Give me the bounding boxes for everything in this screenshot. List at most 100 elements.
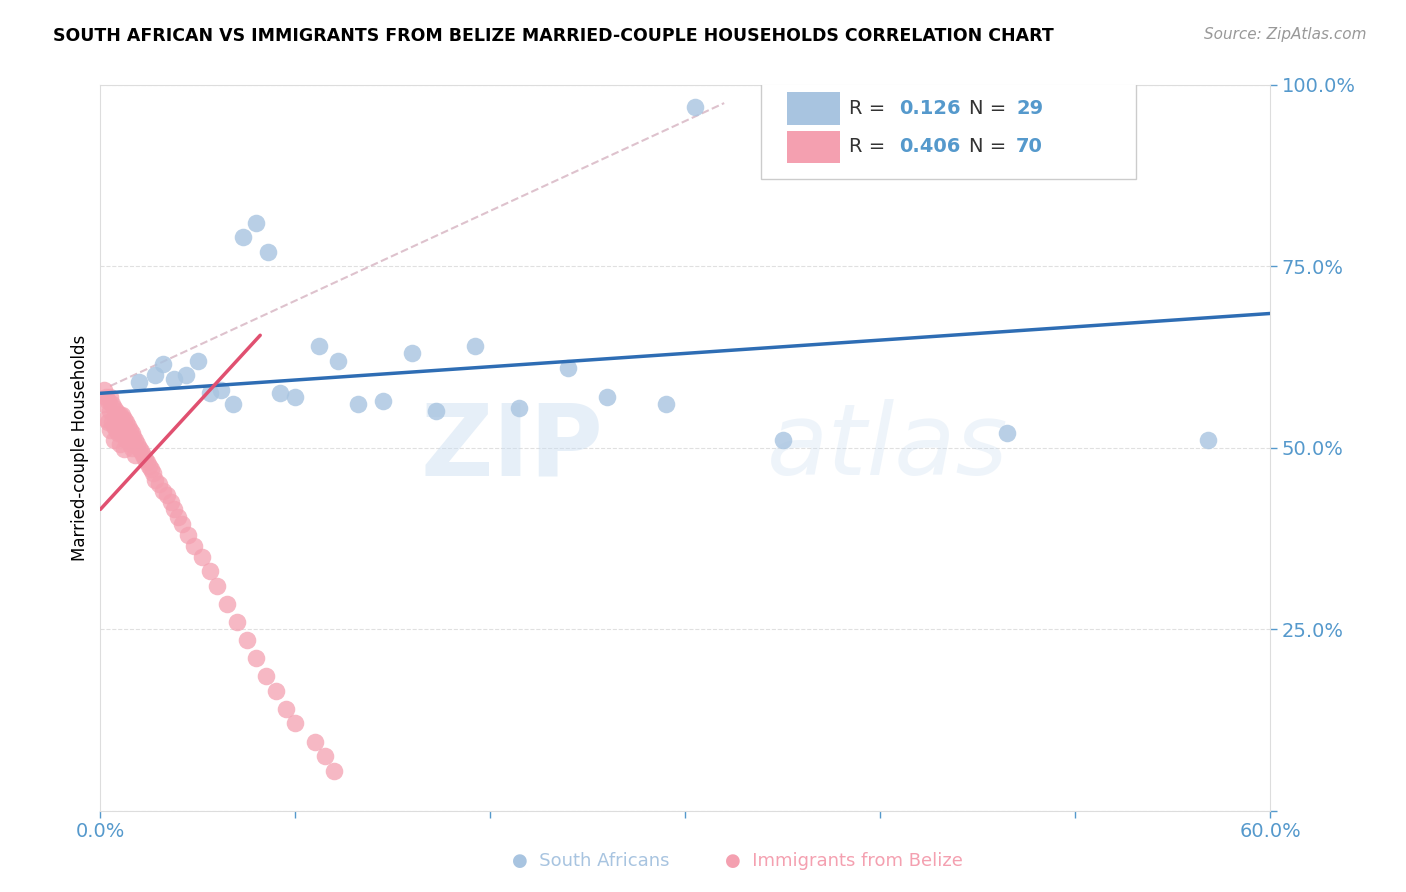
Point <box>425 404 447 418</box>
Point <box>308 339 330 353</box>
Point <box>314 749 336 764</box>
Text: 0.126: 0.126 <box>900 99 960 118</box>
Point <box>127 437 149 451</box>
Point <box>152 484 174 499</box>
Point <box>167 509 190 524</box>
Point <box>103 419 125 434</box>
Point <box>284 716 307 731</box>
Point <box>98 404 121 418</box>
Text: ●  South Africans: ● South Africans <box>512 852 669 870</box>
Point <box>772 434 794 448</box>
Point <box>159 495 181 509</box>
Point <box>323 764 346 778</box>
Point <box>121 441 143 455</box>
Point <box>183 539 205 553</box>
Point <box>103 434 125 448</box>
Point <box>114 415 136 429</box>
Point <box>108 437 131 451</box>
Point <box>97 415 120 429</box>
Point <box>128 376 150 390</box>
Point <box>134 451 156 466</box>
Point <box>152 357 174 371</box>
Point <box>304 734 326 748</box>
Point <box>117 434 139 448</box>
Text: ●  Immigrants from Belize: ● Immigrants from Belize <box>724 852 963 870</box>
Point <box>136 455 159 469</box>
Point <box>107 426 129 441</box>
Point <box>107 408 129 422</box>
Point <box>245 651 267 665</box>
Point <box>117 419 139 434</box>
Point <box>995 426 1018 441</box>
Point <box>187 353 209 368</box>
Point <box>156 488 179 502</box>
Point <box>104 404 127 418</box>
Text: N =: N = <box>969 137 1012 156</box>
Text: 70: 70 <box>1017 137 1043 156</box>
Point <box>207 578 229 592</box>
Point <box>112 426 135 441</box>
Point <box>1197 434 1219 448</box>
Point <box>121 426 143 441</box>
Point <box>235 632 257 647</box>
Point <box>97 393 120 408</box>
Point <box>112 442 135 457</box>
FancyBboxPatch shape <box>761 70 1136 179</box>
Point <box>683 100 706 114</box>
Point <box>124 448 146 462</box>
Point <box>254 669 277 683</box>
Point <box>264 683 287 698</box>
Point <box>163 372 186 386</box>
Point <box>118 437 141 451</box>
Point <box>174 368 197 383</box>
Point <box>654 397 676 411</box>
Point <box>209 383 232 397</box>
Text: R =: R = <box>849 137 891 156</box>
Point <box>103 401 125 415</box>
Point <box>96 411 118 425</box>
Text: ZIP: ZIP <box>420 400 603 496</box>
Point <box>111 426 134 441</box>
Text: 0.406: 0.406 <box>900 137 960 156</box>
Point <box>93 397 115 411</box>
Point <box>98 423 121 437</box>
Point <box>143 368 166 383</box>
FancyBboxPatch shape <box>787 92 839 125</box>
Y-axis label: Married-couple Households: Married-couple Households <box>72 334 89 561</box>
Point <box>114 434 136 448</box>
Point <box>257 244 280 259</box>
Point <box>129 444 152 458</box>
Text: SOUTH AFRICAN VS IMMIGRANTS FROM BELIZE MARRIED-COUPLE HOUSEHOLDS CORRELATION CH: SOUTH AFRICAN VS IMMIGRANTS FROM BELIZE … <box>53 27 1054 45</box>
Point <box>190 549 212 564</box>
Point <box>108 423 131 437</box>
Point <box>163 502 186 516</box>
Point <box>557 360 579 375</box>
Point <box>101 415 124 429</box>
Point <box>464 339 486 353</box>
Point <box>346 397 368 411</box>
Text: 29: 29 <box>1017 99 1043 118</box>
Point <box>215 597 238 611</box>
Point <box>98 390 121 404</box>
Point <box>132 448 155 462</box>
Text: N =: N = <box>969 99 1012 118</box>
Point <box>138 458 160 473</box>
Point <box>124 434 146 448</box>
Text: Source: ZipAtlas.com: Source: ZipAtlas.com <box>1204 27 1367 42</box>
FancyBboxPatch shape <box>787 130 839 163</box>
Point <box>112 411 135 425</box>
Point <box>225 615 247 629</box>
Text: atlas: atlas <box>768 400 1008 496</box>
Text: R =: R = <box>849 99 891 118</box>
Point <box>222 397 245 411</box>
Point <box>122 430 145 444</box>
Point <box>328 353 350 368</box>
Point <box>93 383 115 397</box>
Point <box>172 516 194 531</box>
Point <box>139 462 162 476</box>
Point <box>104 423 127 437</box>
Point <box>401 346 423 360</box>
Point <box>371 393 394 408</box>
Point <box>508 401 530 415</box>
Point <box>284 390 307 404</box>
